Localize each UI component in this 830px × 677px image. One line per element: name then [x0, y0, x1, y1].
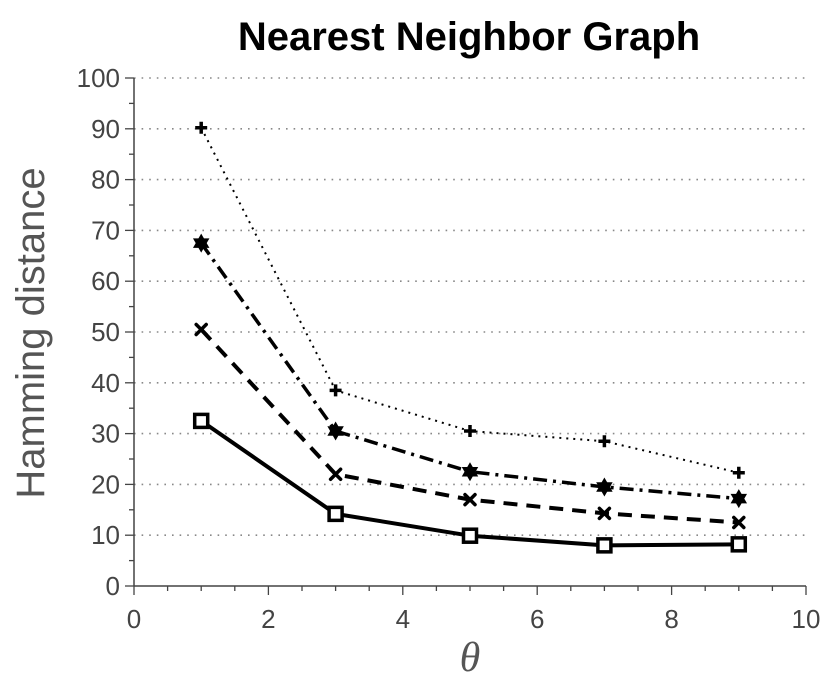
series-marker-square — [596, 537, 613, 554]
series-marker-plus — [195, 121, 208, 134]
y-tick-label: 10 — [91, 520, 120, 550]
star-triangle-down — [327, 426, 344, 441]
y-tick-label: 60 — [91, 266, 120, 296]
series-marker-square — [192, 412, 210, 430]
y-tick-label: 50 — [91, 317, 120, 347]
axes — [125, 77, 807, 595]
series-marker-x — [597, 506, 612, 521]
series-marker-plus — [464, 425, 476, 438]
tick-labels: 0 10 20 30 40 50 60 70 80 90 100 0 2 4 6 8 10 — [77, 63, 821, 634]
series-line-3 — [199, 242, 739, 501]
series-marker-x — [463, 492, 477, 507]
y-tick-label: 0 — [106, 571, 120, 601]
series-marker-x — [328, 467, 343, 481]
y-tick-label: 70 — [91, 215, 120, 245]
series-marker-x — [732, 515, 746, 530]
series-markers — [192, 121, 748, 554]
y-tick-label: 100 — [77, 63, 120, 93]
series-marker-square — [327, 505, 344, 523]
x-tick-label: 4 — [396, 604, 410, 634]
series-lines — [199, 127, 740, 548]
series-marker-plus — [598, 435, 611, 448]
star-triangle-down — [730, 493, 748, 509]
star-triangle-down — [461, 466, 479, 482]
series-marker-plus — [329, 384, 342, 397]
star-triangle-down — [192, 238, 210, 253]
y-axis-label: Hamming distance — [9, 167, 53, 498]
x-tick-label: 10 — [792, 604, 821, 634]
series-marker-star — [192, 233, 210, 253]
series-marker-star — [461, 462, 479, 482]
x-tick-label: 0 — [127, 604, 141, 634]
x-tick-label: 6 — [530, 604, 544, 634]
x-axis-label: θ — [460, 635, 481, 677]
series-line-1 — [200, 419, 739, 548]
x-tick-label: 2 — [261, 604, 275, 634]
series-marker-plus — [732, 466, 745, 479]
y-tick-label: 20 — [91, 469, 120, 499]
series-marker-x — [194, 322, 208, 337]
series-marker-star — [730, 489, 748, 509]
y-tick-label: 40 — [91, 368, 120, 398]
chart-title: Nearest Neighbor Graph — [238, 15, 700, 59]
y-tick-label: 30 — [91, 419, 120, 449]
series-marker-square — [461, 527, 479, 544]
series-marker-star — [596, 477, 613, 497]
y-tick-label: 90 — [91, 114, 120, 144]
series-marker-square — [730, 536, 748, 553]
series-marker-star — [327, 421, 344, 441]
star-triangle-down — [596, 482, 613, 497]
y-tick-label: 80 — [91, 165, 120, 195]
x-tick-label: 8 — [664, 604, 678, 634]
